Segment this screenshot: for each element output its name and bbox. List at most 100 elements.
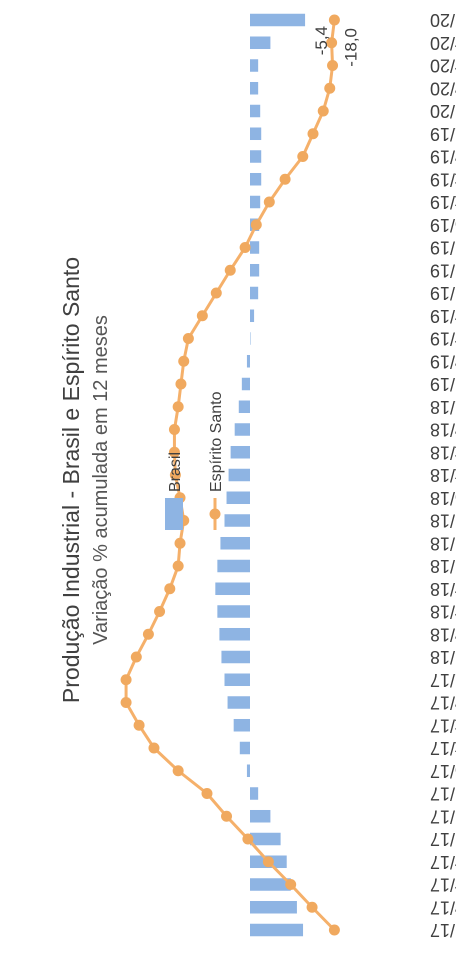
point-espirito-santo-jan/18 (130, 651, 142, 663)
point-espirito-santo-mai/18 (172, 560, 184, 572)
point-espirito-santo-abr/19 (196, 310, 208, 322)
bar-brasil-fev/18 (219, 627, 250, 641)
x-tick-label: ago/19 (430, 215, 456, 235)
legend-marker-espirito-santo (209, 508, 221, 520)
x-tick-label: mar/18 (430, 602, 456, 622)
x-tick-label: set/19 (430, 192, 456, 212)
x-tick-label: jul/17 (430, 784, 456, 804)
point-espirito-santo-fev/19 (178, 355, 190, 367)
x-tick-label: set/18 (430, 465, 456, 485)
point-espirito-santo-jan/20 (317, 105, 329, 117)
x-tick-label: out/19 (430, 169, 456, 189)
bar-brasil-set/17 (239, 741, 251, 755)
bar-brasil-mar/20 (250, 59, 259, 72)
point-espirito-santo-abr/20 (326, 37, 338, 49)
x-tick-label: jan/17 (430, 920, 456, 940)
x-tick-label: mar/20 (430, 56, 456, 76)
bar-brasil-jul/17 (250, 787, 259, 800)
x-tick-label: set/17 (430, 738, 456, 758)
point-espirito-santo-abr/17 (262, 856, 274, 868)
x-tick-label: mai/17 (430, 829, 456, 849)
x-tick-label: mar/19 (430, 329, 456, 349)
x-tick-label: ago/18 (430, 488, 456, 508)
bar-brasil-fev/20 (250, 81, 259, 95)
point-espirito-santo-out/19 (279, 173, 291, 185)
x-tick-label: jun/18 (430, 533, 456, 553)
bar-brasil-abr/19 (250, 309, 255, 323)
bar-brasil-mai/19 (250, 286, 259, 300)
x-tick-label: abr/20 (430, 33, 456, 53)
bar-brasil-out/17 (233, 718, 250, 732)
x-tick-label: abr/18 (430, 579, 456, 599)
point-espirito-santo-mar/18 (154, 606, 166, 617)
bar-brasil-jun/17 (250, 809, 271, 823)
point-espirito-santo-jul/17 (201, 788, 213, 799)
bar-brasil-fev/19 (246, 354, 251, 368)
legend-label-espirito-santo: Espírito Santo (208, 391, 225, 492)
data-label-brasil: -5,4 (312, 26, 331, 55)
bar-brasil-nov/17 (227, 696, 250, 709)
x-tick-label: nov/17 (430, 693, 456, 713)
point-espirito-santo-mai/19 (210, 287, 222, 299)
x-tick-label: mai/19 (430, 283, 456, 303)
bar-brasil-dez/19 (250, 127, 262, 141)
bar-brasil-dez/18 (238, 400, 250, 414)
x-tick-label: jun/19 (430, 260, 456, 280)
bar-brasil-ago/18 (226, 491, 250, 505)
x-tick-label: out/17 (430, 715, 456, 735)
bar-brasil-jun/18 (220, 536, 250, 550)
point-espirito-santo-jul/19 (239, 242, 251, 253)
point-espirito-santo-jan/17 (328, 924, 340, 936)
bar-brasil-dez/17 (224, 673, 250, 687)
bar-brasil-out/18 (230, 445, 250, 459)
point-espirito-santo-dez/19 (307, 128, 319, 140)
x-tick-label: mai/20 (430, 10, 456, 30)
point-espirito-santo-nov/18 (168, 424, 180, 435)
bar-brasil-mai/18 (217, 559, 250, 573)
point-espirito-santo-out/18 (168, 446, 180, 458)
bar-brasil-set/19 (250, 195, 261, 209)
x-tick-label: jun/17 (430, 806, 456, 826)
point-espirito-santo-fev/17 (306, 901, 318, 913)
x-tick-label: mai/18 (430, 556, 456, 576)
bar-brasil-ago/17 (246, 764, 251, 778)
x-tick-label: mar/17 (430, 875, 456, 895)
x-tick-label: nov/19 (430, 147, 456, 167)
x-tick-label: jan/20 (430, 101, 456, 121)
x-tick-label: jul/19 (430, 238, 456, 258)
x-tick-label: dez/17 (430, 670, 456, 690)
point-espirito-santo-nov/19 (297, 151, 309, 162)
x-tick-label: fev/17 (430, 897, 456, 917)
point-espirito-santo-out/17 (133, 719, 145, 731)
point-espirito-santo-set/19 (263, 196, 275, 208)
x-tick-label: jan/19 (430, 374, 456, 394)
bar-brasil-abr/18 (215, 582, 251, 596)
point-espirito-santo-abr/18 (164, 583, 176, 595)
bar-brasil-nov/18 (234, 423, 250, 436)
x-tick-label: abr/17 (430, 852, 456, 872)
point-espirito-santo-dez/17 (120, 674, 132, 686)
x-tick-label: abr/19 (430, 306, 456, 326)
bar-brasil-mai/17 (250, 832, 281, 846)
point-espirito-santo-ago/17 (172, 765, 184, 777)
bar-brasil-abr/20 (250, 36, 271, 50)
data-label-espirito-santo: -18,0 (341, 28, 360, 67)
x-tick-label: fev/20 (430, 78, 456, 98)
point-espirito-santo-mar/20 (327, 60, 339, 71)
point-espirito-santo-set/18 (169, 469, 181, 481)
x-tick-label: fev/18 (430, 624, 456, 644)
point-espirito-santo-jan/19 (175, 378, 187, 390)
point-espirito-santo-mar/17 (285, 879, 297, 890)
bar-brasil-mar/19 (250, 332, 251, 345)
bar-brasil-jul/19 (250, 241, 260, 254)
bar-brasil-nov/19 (250, 150, 262, 163)
bar-brasil-jul/18 (224, 514, 250, 527)
point-espirito-santo-jun/17 (221, 810, 233, 822)
legend-label-brasil: Brasil (167, 452, 184, 492)
point-espirito-santo-ago/19 (250, 219, 262, 231)
point-espirito-santo-jun/19 (224, 264, 236, 276)
bar-brasil-mai/20 (250, 13, 306, 27)
